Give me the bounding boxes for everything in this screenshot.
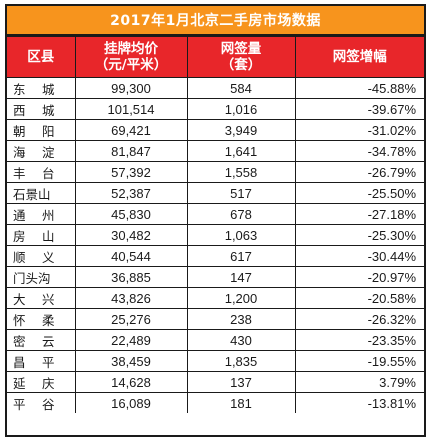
cell-price: 101,514 xyxy=(74,98,188,120)
cell-change: -13.81% xyxy=(294,392,424,413)
cell-district: 顺 义 xyxy=(7,245,76,267)
cell-district: 通 州 xyxy=(7,203,76,225)
cell-volume: 1,063 xyxy=(186,224,296,246)
table-title: 2017年1月北京二手房市场数据 xyxy=(7,6,424,36)
cell-district: 平 谷 xyxy=(7,392,76,413)
cell-change: -20.58% xyxy=(294,287,424,309)
table-row: 房 山 30,482 1,063 -25.30% xyxy=(7,224,424,246)
cell-price: 57,392 xyxy=(74,161,188,183)
data-table-frame: 2017年1月北京二手房市场数据 区县 挂牌均价 （元/平米） 网签量 （套） … xyxy=(5,4,426,437)
cell-district: 石景山 xyxy=(7,182,76,204)
cell-volume: 1,200 xyxy=(186,287,296,309)
cell-district: 怀 柔 xyxy=(7,308,76,330)
cell-district: 大 兴 xyxy=(7,287,76,309)
table-row: 怀 柔 25,276 238 -26.32% xyxy=(7,308,424,330)
cell-price: 16,089 xyxy=(74,392,188,413)
table-row: 门头沟 36,885 147 -20.97% xyxy=(7,266,424,288)
cell-change: -30.44% xyxy=(294,245,424,267)
cell-district: 门头沟 xyxy=(7,266,76,288)
cell-district: 丰 台 xyxy=(7,161,76,183)
table-row: 大 兴 43,826 1,200 -20.58% xyxy=(7,287,424,309)
cell-district: 房 山 xyxy=(7,224,76,246)
cell-price: 99,300 xyxy=(74,77,188,99)
table-row: 东 城 99,300 584 -45.88% xyxy=(7,77,424,99)
cell-change: -20.97% xyxy=(294,266,424,288)
cell-price: 52,387 xyxy=(74,182,188,204)
cell-volume: 137 xyxy=(186,371,296,393)
cell-change: -27.18% xyxy=(294,203,424,225)
cell-volume: 181 xyxy=(186,392,296,413)
table-row: 丰 台 57,392 1,558 -26.79% xyxy=(7,161,424,183)
header-district: 区县 xyxy=(7,36,76,78)
cell-price: 36,885 xyxy=(74,266,188,288)
cell-change: -34.78% xyxy=(294,140,424,162)
table-row: 海 淀 81,847 1,641 -34.78% xyxy=(7,140,424,162)
cell-volume: 617 xyxy=(186,245,296,267)
cell-change: -45.88% xyxy=(294,77,424,99)
cell-volume: 147 xyxy=(186,266,296,288)
cell-change: -25.50% xyxy=(294,182,424,204)
table-row: 延 庆 14,628 137 3.79% xyxy=(7,371,424,393)
cell-volume: 678 xyxy=(186,203,296,225)
cell-price: 43,826 xyxy=(74,287,188,309)
cell-volume: 238 xyxy=(186,308,296,330)
cell-volume: 584 xyxy=(186,77,296,99)
cell-change: -31.02% xyxy=(294,119,424,141)
cell-price: 14,628 xyxy=(74,371,188,393)
table-row: 石景山 52,387 517 -25.50% xyxy=(7,182,424,204)
cell-change: -26.32% xyxy=(294,308,424,330)
header-price: 挂牌均价 （元/平米） xyxy=(74,36,188,78)
cell-volume: 1,641 xyxy=(186,140,296,162)
cell-price: 38,459 xyxy=(74,350,188,372)
table-row: 西 城 101,514 1,016 -39.67% xyxy=(7,98,424,120)
cell-volume: 1,835 xyxy=(186,350,296,372)
table-row: 平 谷 16,089 181 -13.81% xyxy=(7,392,424,413)
cell-volume: 430 xyxy=(186,329,296,351)
cell-change: -39.67% xyxy=(294,98,424,120)
housing-data-table: 区县 挂牌均价 （元/平米） 网签量 （套） 网签增幅 东 城 99,300 584… xyxy=(7,36,424,413)
cell-price: 81,847 xyxy=(74,140,188,162)
cell-district: 朝 阳 xyxy=(7,119,76,141)
cell-change: -23.35% xyxy=(294,329,424,351)
table-row: 密 云 22,489 430 -23.35% xyxy=(7,329,424,351)
cell-change: -19.55% xyxy=(294,350,424,372)
cell-volume: 1,016 xyxy=(186,98,296,120)
header-row: 区县 挂牌均价 （元/平米） 网签量 （套） 网签增幅 xyxy=(7,36,424,78)
cell-district: 西 城 xyxy=(7,98,76,120)
cell-change: 3.79% xyxy=(294,371,424,393)
cell-district: 东 城 xyxy=(7,77,76,99)
cell-change: -26.79% xyxy=(294,161,424,183)
cell-price: 30,482 xyxy=(74,224,188,246)
header-change: 网签增幅 xyxy=(294,36,424,78)
cell-volume: 517 xyxy=(186,182,296,204)
header-volume: 网签量 （套） xyxy=(186,36,296,78)
cell-price: 69,421 xyxy=(74,119,188,141)
cell-district: 延 庆 xyxy=(7,371,76,393)
cell-change: -25.30% xyxy=(294,224,424,246)
table-row: 通 州 45,830 678 -27.18% xyxy=(7,203,424,225)
cell-price: 22,489 xyxy=(74,329,188,351)
cell-volume: 1,558 xyxy=(186,161,296,183)
cell-price: 40,544 xyxy=(74,245,188,267)
table-row: 昌 平 38,459 1,835 -19.55% xyxy=(7,350,424,372)
table-row: 朝 阳 69,421 3,949 -31.02% xyxy=(7,119,424,141)
table-row: 顺 义 40,544 617 -30.44% xyxy=(7,245,424,267)
cell-district: 海 淀 xyxy=(7,140,76,162)
cell-price: 45,830 xyxy=(74,203,188,225)
cell-price: 25,276 xyxy=(74,308,188,330)
cell-volume: 3,949 xyxy=(186,119,296,141)
cell-district: 密 云 xyxy=(7,329,76,351)
cell-district: 昌 平 xyxy=(7,350,76,372)
